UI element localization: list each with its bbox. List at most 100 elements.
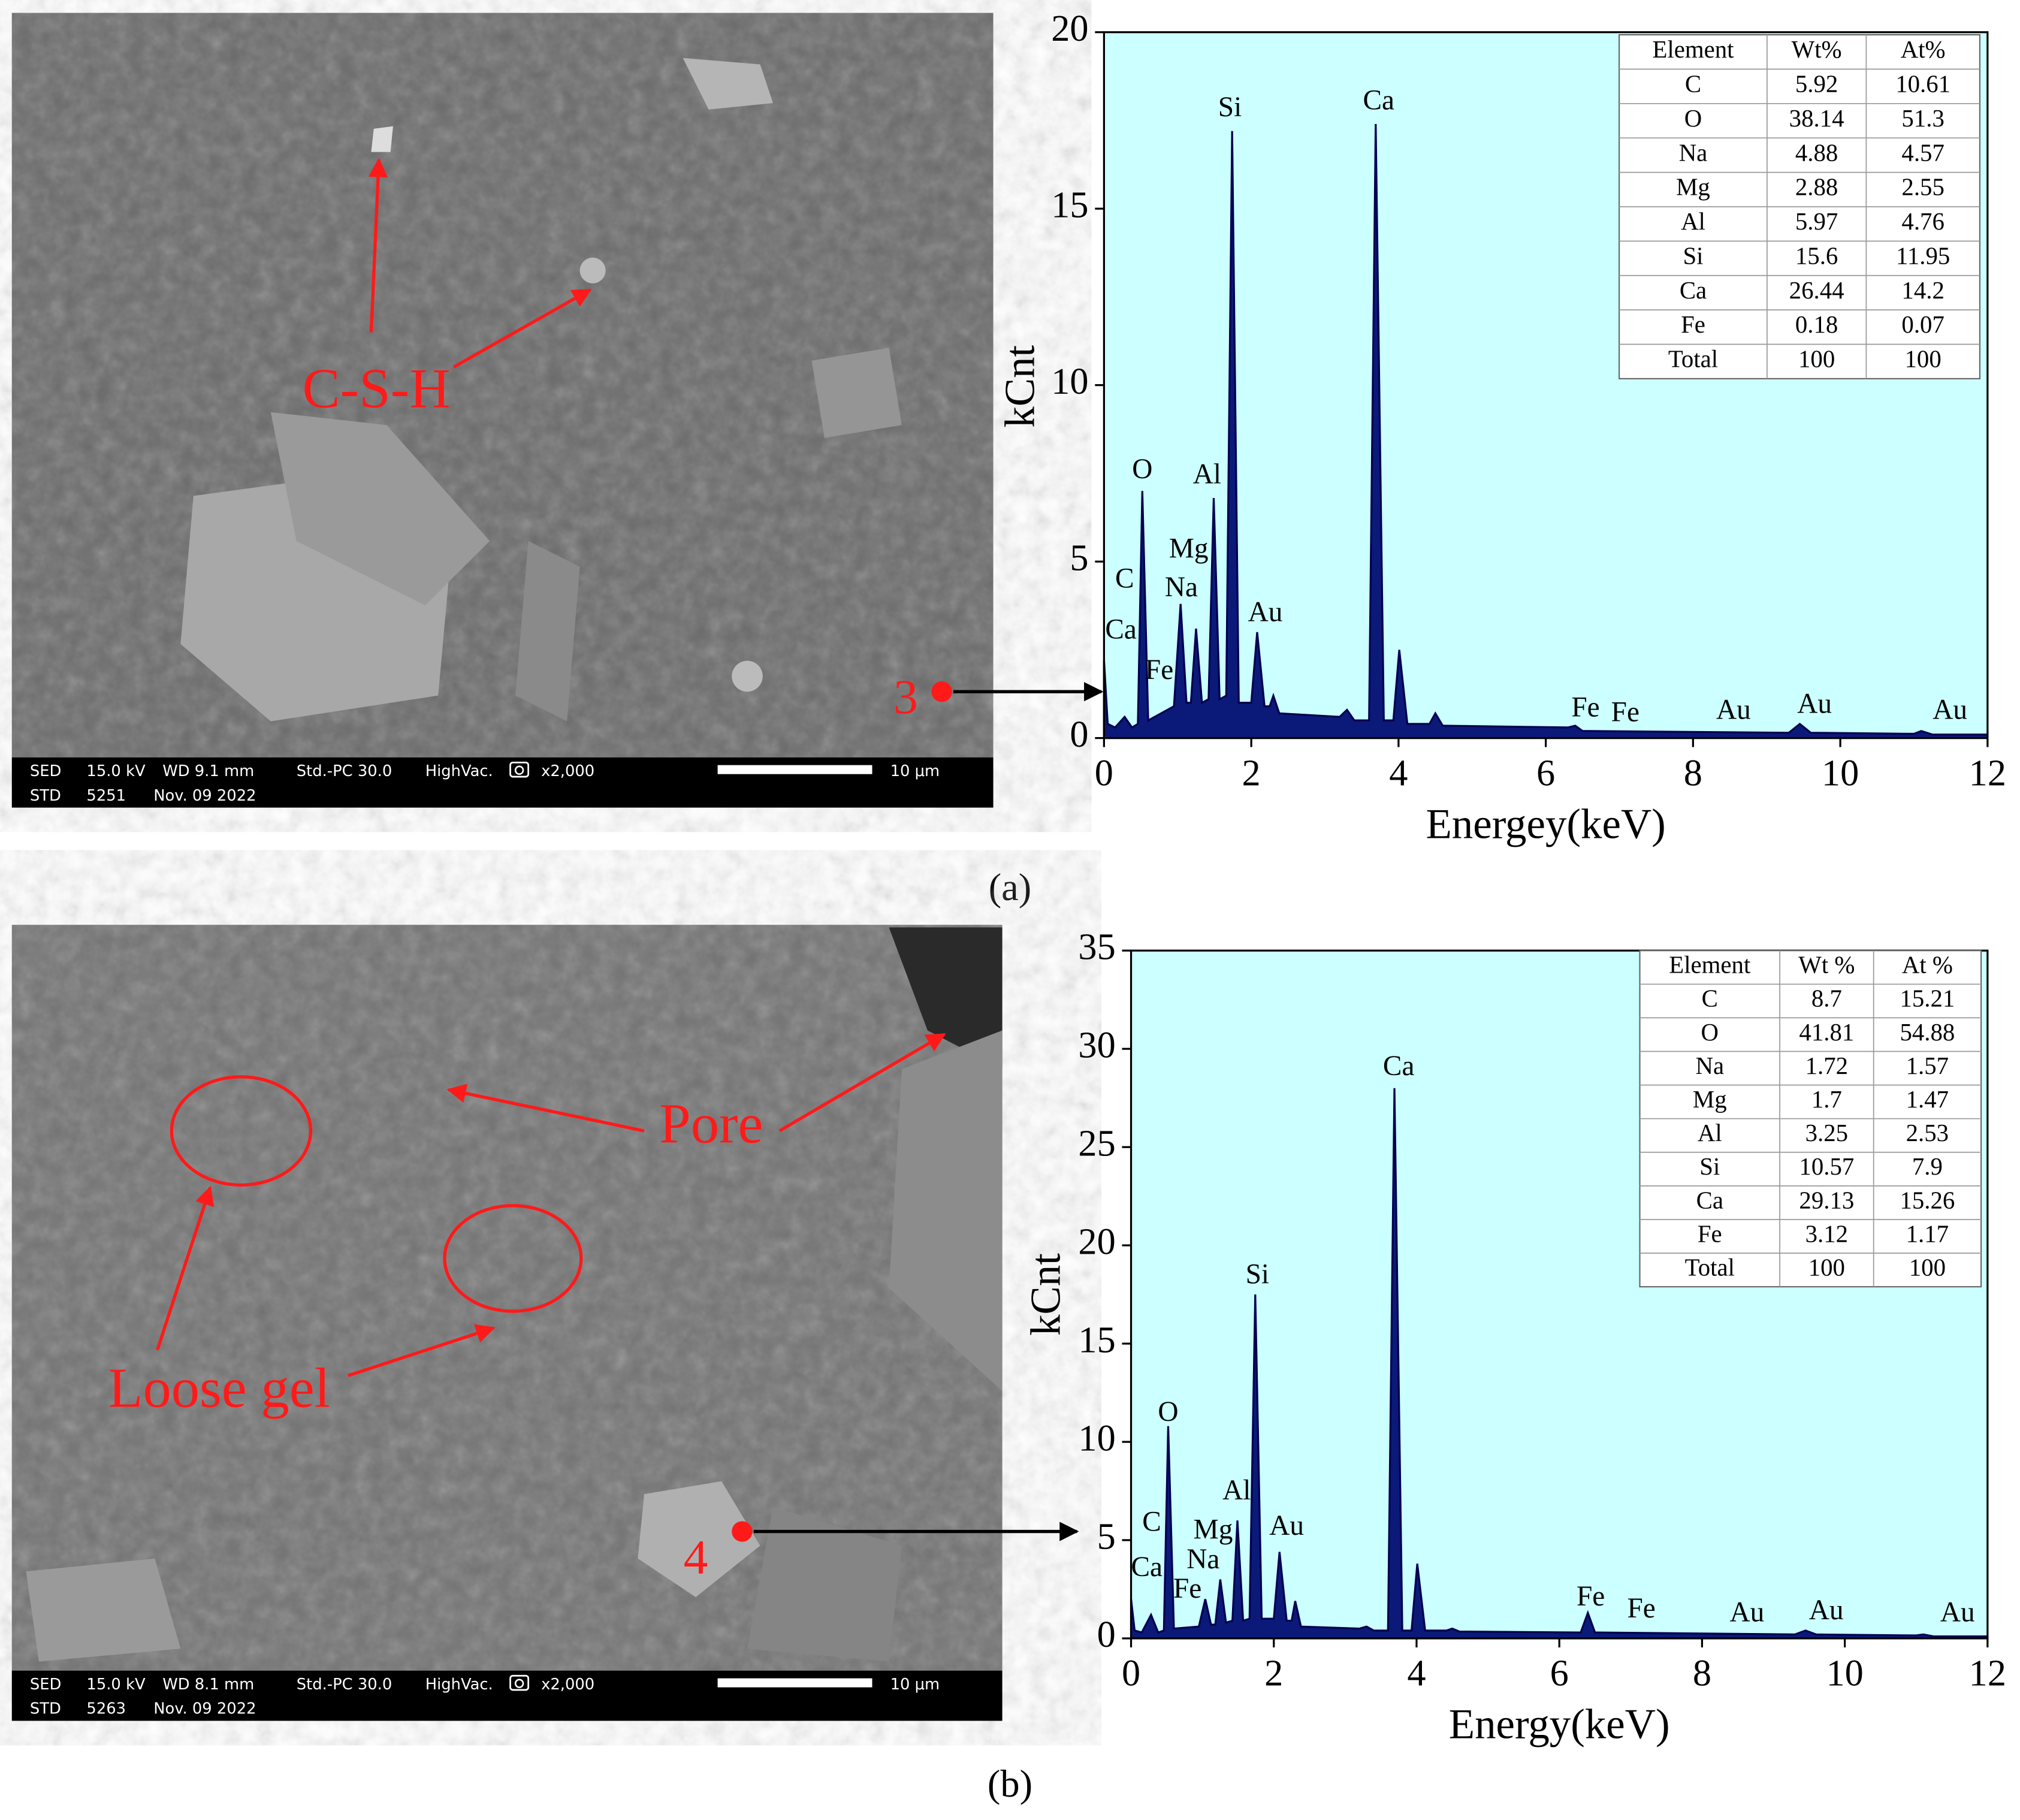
table-cell: C [1702, 985, 1718, 1012]
table-cell: Na [1695, 1052, 1724, 1079]
table-cell: 100 [1909, 1254, 1946, 1281]
peak-label: Ca [1105, 614, 1137, 645]
point-label: 4 [684, 1530, 708, 1584]
table-cell: Si [1683, 242, 1703, 269]
x-tick-label: 8 [1693, 1653, 1711, 1694]
table-cell: 10.57 [1799, 1153, 1854, 1180]
annotation-arrows [368, 158, 592, 369]
table-cell: Mg [1693, 1086, 1727, 1113]
x-tick-label: 4 [1407, 1653, 1426, 1694]
y-tick-label: 15 [1051, 184, 1088, 225]
sem-info: Nov. 09 2022 [153, 787, 256, 805]
table-cell: Total [1668, 346, 1718, 373]
peak-label: Au [1940, 1596, 1975, 1628]
table-cell: 1.17 [1906, 1220, 1949, 1247]
table-cell: 4.76 [1901, 208, 1944, 235]
sem-info: STD [30, 787, 61, 805]
peak-label: O [1158, 1396, 1178, 1427]
table-cell: 15.21 [1900, 985, 1955, 1012]
sem-info: WD 8.1 mm [162, 1676, 254, 1694]
table-cell: 15.26 [1900, 1187, 1955, 1214]
table-cell: 29.13 [1799, 1187, 1854, 1214]
x-tick-label: 4 [1389, 752, 1408, 793]
peak-label: Au [1716, 694, 1751, 725]
x-tick-label: 2 [1264, 1653, 1283, 1694]
sem-info: x2,000 [541, 762, 594, 780]
sem-info: Nov. 09 2022 [153, 1700, 256, 1718]
panel-caption: (b) [988, 1762, 1032, 1805]
peak-label: Al [1193, 459, 1221, 490]
table-cell: 3.12 [1805, 1220, 1848, 1247]
table-cell: Mg [1676, 174, 1710, 201]
y-tick-label: 30 [1078, 1024, 1115, 1066]
table-cell: 41.81 [1799, 1019, 1854, 1046]
x-axis-title: Energy(keV) [1449, 1701, 1670, 1748]
sem-info: SED [30, 1676, 62, 1694]
peak-label: C [1115, 563, 1134, 594]
table-cell: 14.2 [1901, 277, 1944, 304]
table-header: Wt% [1792, 36, 1842, 63]
table-cell: 4.88 [1795, 139, 1838, 166]
x-tick-label: 10 [1822, 752, 1859, 793]
table-cell: 8.7 [1811, 985, 1842, 1012]
sem-info: 15.0 kV [86, 1676, 146, 1694]
table-cell: Na [1679, 139, 1708, 166]
sem-info: 5251 [86, 787, 126, 805]
sem-info: x2,000 [541, 1676, 594, 1694]
table-cell: 1.57 [1906, 1052, 1949, 1079]
table-cell: Fe [1698, 1220, 1722, 1247]
table-cell: 5.97 [1795, 208, 1838, 235]
y-tick-label: 15 [1078, 1319, 1115, 1360]
peak-label: Au [1797, 688, 1832, 719]
y-tick-label: 35 [1078, 926, 1115, 968]
peak-label: Au [1248, 596, 1283, 627]
x-tick-label: 0 [1095, 752, 1113, 793]
table-cell: 51.3 [1901, 105, 1944, 132]
sem-info: Std.-PC 30.0 [297, 1676, 392, 1694]
peak-label: Fe [1628, 1593, 1656, 1624]
peak-label: Fe [1145, 654, 1173, 686]
x-tick-label: 10 [1826, 1653, 1863, 1694]
table-header: Element [1652, 36, 1734, 63]
point-marker [931, 681, 952, 702]
panel-caption: (a) [989, 866, 1032, 909]
y-tick-label: 25 [1078, 1122, 1115, 1164]
y-tick-label: 0 [1097, 1614, 1116, 1655]
y-tick-label: 5 [1070, 537, 1088, 578]
sem-annotation: Loose gel [108, 1357, 330, 1419]
table-cell: Fe [1681, 311, 1705, 338]
table-cell: 1.7 [1811, 1086, 1842, 1113]
peak-label: Au [1269, 1510, 1304, 1541]
peak-label: Mg [1194, 1514, 1233, 1546]
y-tick-label: 20 [1051, 8, 1088, 49]
spectrum-area [1103, 123, 1989, 740]
x-tick-label: 6 [1536, 752, 1555, 793]
peak-label: Na [1165, 572, 1198, 603]
sem-info: HighVac. [425, 762, 493, 780]
peak-label: Al [1222, 1475, 1251, 1506]
table-header: Element [1669, 952, 1751, 979]
sem-info: 5263 [86, 1700, 126, 1718]
x-tick-label: 6 [1550, 1653, 1569, 1694]
peak-label: Fe [1173, 1573, 1201, 1604]
peak-label: Fe [1571, 692, 1599, 723]
point-label: 3 [893, 669, 918, 724]
sem-info: SED [30, 762, 62, 780]
table-cell: 1.72 [1805, 1052, 1848, 1079]
table-cell: 1.47 [1906, 1086, 1949, 1113]
table-cell: 4.57 [1901, 139, 1944, 166]
peak-label: Ca [1131, 1552, 1163, 1583]
sem-info: Std.-PC 30.0 [297, 762, 392, 780]
table-header: At % [1902, 952, 1953, 979]
y-axis-title: kCnt [1022, 1253, 1069, 1336]
annotation-arrows [156, 1033, 946, 1378]
sem-annotation: Pore [659, 1093, 763, 1155]
sem-info: 15.0 kV [86, 762, 146, 780]
y-tick-label: 10 [1078, 1417, 1115, 1459]
peak-label: Fe [1611, 697, 1639, 728]
table-cell: 0.07 [1901, 311, 1944, 338]
peak-label: Ca [1383, 1051, 1415, 1082]
table-cell: 100 [1808, 1254, 1845, 1281]
sem-info: HighVac. [425, 1676, 493, 1694]
